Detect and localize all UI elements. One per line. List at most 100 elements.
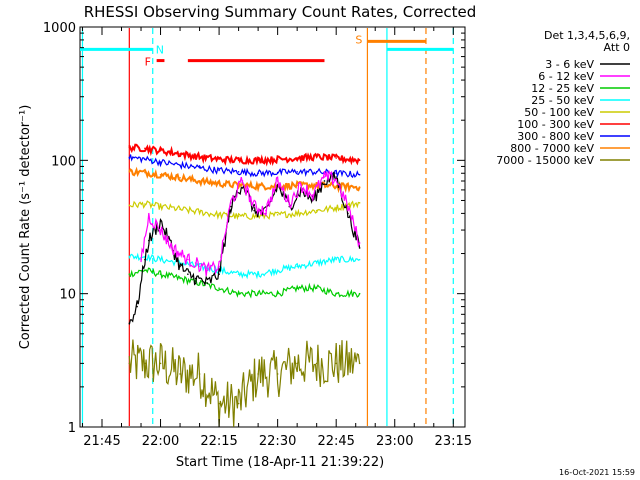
data-point <box>323 180 326 182</box>
data-point <box>198 166 201 169</box>
data-point <box>159 273 162 275</box>
data-point <box>358 173 361 176</box>
data-point <box>229 202 232 204</box>
timestamp: 16-Oct-2021 15:59 <box>559 468 635 477</box>
data-point <box>315 209 318 212</box>
data-point <box>218 265 220 268</box>
data-point <box>311 194 314 196</box>
series-line-7000-15000-kev <box>128 339 361 427</box>
legend-label: 300 - 800 keV <box>517 130 594 143</box>
x-tick-label: 23:15 <box>435 434 472 449</box>
data-point <box>253 205 256 208</box>
data-point <box>358 242 361 244</box>
data-point <box>276 180 279 182</box>
x-tick-label: 22:15 <box>200 434 237 449</box>
data-point <box>144 362 146 365</box>
data-point <box>159 229 162 231</box>
data-point <box>194 262 197 264</box>
data-point <box>296 184 298 187</box>
data-point <box>179 252 181 255</box>
data-point <box>347 212 349 215</box>
data-point <box>128 171 131 173</box>
data-point <box>128 273 131 275</box>
data-point <box>159 205 162 208</box>
data-point <box>296 171 298 173</box>
data-point <box>237 215 240 218</box>
x-axis-label: Start Time (18-Apr-11 21:39:22) <box>176 455 384 470</box>
data-point <box>257 373 259 375</box>
x-tick-label: 22:00 <box>142 434 179 449</box>
data-point <box>323 176 326 178</box>
data-point <box>237 292 240 295</box>
data-point <box>237 159 240 162</box>
data-point <box>335 178 337 181</box>
data-point <box>128 146 131 149</box>
data-point <box>276 158 279 160</box>
data-point <box>187 258 189 261</box>
data-point <box>257 172 259 175</box>
data-point <box>159 258 162 261</box>
saa-flag-label: S <box>355 33 362 46</box>
data-point <box>198 156 201 158</box>
data-point <box>144 158 146 160</box>
series-line-300-800-kev <box>128 154 360 179</box>
data-point <box>335 292 337 295</box>
legend-label: 3 - 6 keV <box>545 58 594 71</box>
axes: 21:45 22:00 22:15 22:30 22:45 23:00 23:15 1 10 10… <box>43 21 472 449</box>
data-point <box>358 247 361 249</box>
data-point <box>159 362 162 365</box>
data-point <box>276 214 279 216</box>
data-point <box>218 169 220 172</box>
data-point <box>179 164 181 166</box>
series-line-50-100-kev <box>129 200 360 221</box>
data-point <box>276 292 279 295</box>
data-point <box>276 171 279 174</box>
data-point <box>335 207 337 209</box>
data-point <box>159 173 162 176</box>
data-point <box>179 265 181 268</box>
data-point <box>358 292 361 295</box>
data-point <box>257 273 259 275</box>
data-point <box>237 402 240 405</box>
data-point <box>179 208 181 211</box>
series-line-100-300-kev <box>128 143 361 167</box>
series-line-6-12-kev <box>140 169 361 277</box>
data-point <box>276 373 279 375</box>
data-point <box>206 282 209 284</box>
legend-label: 800 - 7000 keV <box>510 142 594 155</box>
legend-label: 100 - 300 keV <box>517 118 594 131</box>
data-point <box>300 184 302 187</box>
data-point <box>136 305 138 308</box>
data-point <box>144 269 146 271</box>
data-point <box>315 262 318 264</box>
data-point <box>358 362 361 365</box>
legend-label: 50 - 100 keV <box>524 106 594 119</box>
data-point <box>206 269 209 271</box>
data-point <box>296 157 298 159</box>
data-point <box>241 180 244 182</box>
data-point <box>187 273 189 275</box>
data-point <box>198 282 201 284</box>
data-point <box>159 161 162 163</box>
data-point <box>358 186 361 188</box>
data-point <box>128 322 131 325</box>
data-point <box>128 204 131 207</box>
data-point <box>288 202 291 204</box>
data-point <box>257 159 259 162</box>
data-point <box>148 239 150 242</box>
data-point <box>179 152 181 155</box>
data-point <box>315 362 318 365</box>
data-point <box>148 215 150 218</box>
data-point <box>218 182 220 185</box>
data-point <box>218 402 220 405</box>
y-tick-label: 100 <box>51 154 76 169</box>
data-point <box>358 258 361 261</box>
data-series <box>128 143 361 427</box>
data-point <box>144 258 146 261</box>
flare-flag-label: F <box>145 56 151 69</box>
data-point <box>171 247 174 249</box>
legend-header: Att 0 <box>604 41 630 54</box>
